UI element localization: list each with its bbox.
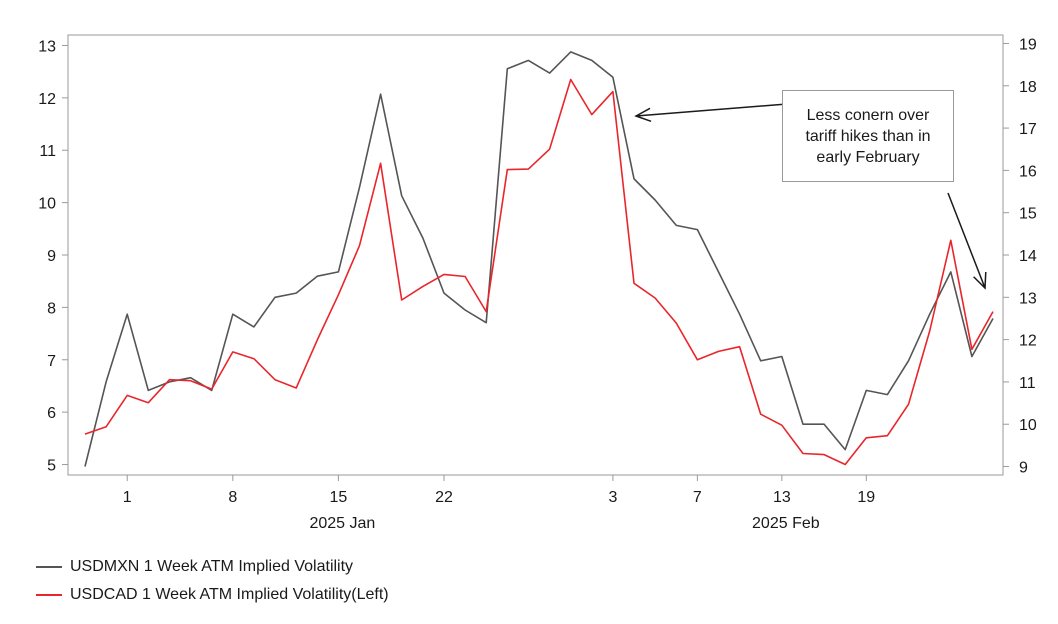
annotation-text: Less conern over tariff hikes than in ea… [805,106,931,166]
right-y-axis: 9 10 11 12 13 14 15 16 17 18 19 [1003,36,1037,477]
right-axis-tick-label: 9 [1019,460,1028,477]
right-axis-tick-label: 17 [1019,121,1037,138]
legend-label-usdcad: USDCAD 1 Week ATM Implied Volatility(Lef… [70,586,389,603]
left-axis-tick-label: 8 [47,300,56,317]
x-axis: 1 8 15 22 3 7 13 19 2025 Jan 2025 Feb [123,475,875,532]
legend-swatch-usdmxn [36,566,62,568]
x-axis-tick-label: 13 [773,489,791,506]
left-y-axis: 5 6 7 8 9 10 11 12 13 [38,38,68,475]
annotation-arrow-down [947,192,987,290]
right-axis-tick-label: 18 [1019,79,1037,96]
left-axis-tick-label: 9 [47,248,56,265]
x-axis-group-label: 2025 Jan [309,515,375,532]
x-axis-tick-label: 22 [435,489,453,506]
right-axis-tick-label: 16 [1019,163,1037,180]
x-axis-tick-label: 3 [608,489,617,506]
right-axis-tick-label: 12 [1019,333,1037,350]
left-axis-tick-label: 7 [47,353,56,370]
right-axis-tick-label: 15 [1019,206,1037,223]
annotation-arrows [634,103,987,290]
annotation-box: Less conern over tariff hikes than in ea… [782,90,954,182]
legend-swatch-usdcad [36,594,62,596]
series-line-usdcad [84,78,994,466]
annotation-arrow-left [634,103,788,123]
x-axis-tick-label: 7 [693,489,702,506]
right-axis-tick-label: 11 [1019,375,1036,392]
legend-item-usdcad: USDCAD 1 Week ATM Implied Volatility(Lef… [36,581,389,609]
legend-item-usdmxn: USDMXN 1 Week ATM Implied Volatility [36,553,389,581]
left-axis-tick-label: 5 [47,458,56,475]
x-axis-tick-label: 15 [329,489,347,506]
right-axis-tick-label: 10 [1019,417,1037,434]
legend-label-usdmxn: USDMXN 1 Week ATM Implied Volatility [70,558,354,575]
right-axis-tick-label: 14 [1019,248,1037,265]
x-axis-group-label: 2025 Feb [752,515,820,532]
series-layer [84,51,994,467]
left-axis-tick-label: 13 [38,38,56,55]
left-axis-tick-label: 6 [47,405,56,422]
x-axis-tick-label: 1 [123,489,132,506]
right-axis-tick-label: 19 [1019,36,1037,53]
legend: USDMXN 1 Week ATM Implied Volatility USD… [36,553,389,609]
series-line-usdmxn [84,51,994,467]
x-axis-tick-label: 19 [857,489,875,506]
left-axis-tick-label: 12 [38,91,56,108]
left-axis-tick-label: 11 [39,143,56,160]
right-axis-tick-label: 13 [1019,290,1037,307]
left-axis-tick-label: 10 [38,196,56,213]
x-axis-tick-label: 8 [228,489,237,506]
